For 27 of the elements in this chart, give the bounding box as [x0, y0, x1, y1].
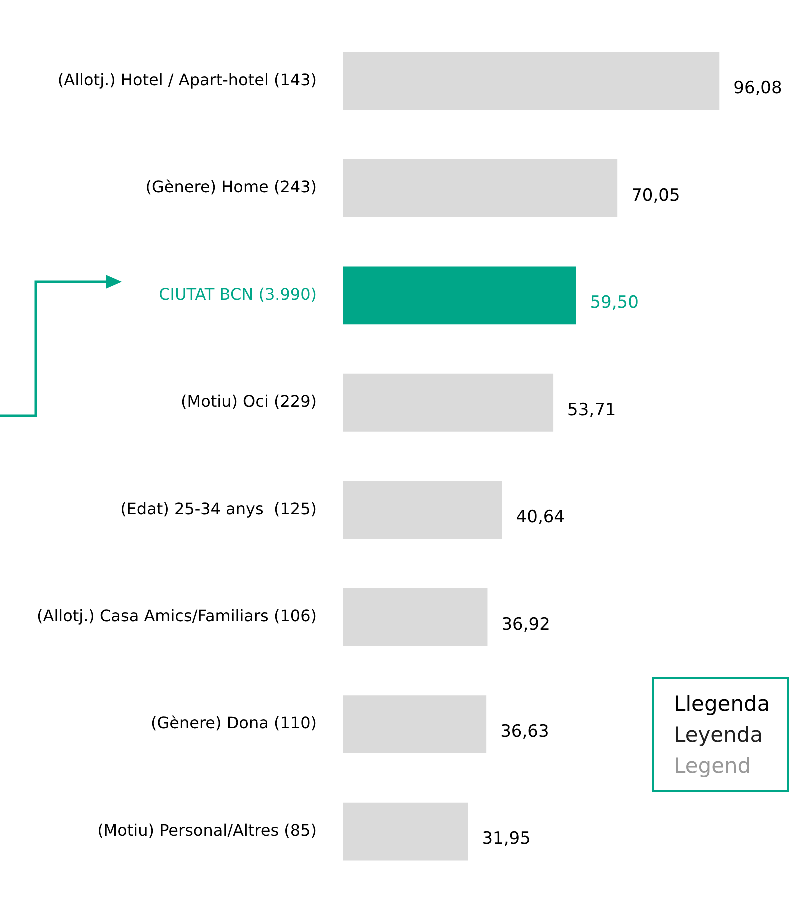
annotation: Leyenda [674, 722, 764, 749]
bar [343, 374, 554, 432]
data-label: 36,63 [500, 722, 550, 742]
data-label: 96,08 [734, 78, 782, 99]
y-tick-label: (Allotj.) Casa Amics/Familiars (106) [37, 606, 317, 626]
bar [343, 481, 502, 540]
bar [343, 696, 487, 754]
data-label: 36,92 [502, 614, 550, 635]
data-label: 59,50 [590, 293, 639, 314]
y-tick-label: (Edat) 25-34 anys (125) [120, 499, 317, 518]
y-tick-label: (Motiu) Personal/Altres (85) [98, 820, 317, 840]
y-tick-label: CIUTAT BCN (3.990) [159, 284, 317, 304]
bar [343, 588, 488, 646]
y-tick-label: (Gènere) Home (243) [146, 178, 317, 197]
bar [343, 52, 720, 110]
bar [343, 802, 468, 861]
annotation: Legend [674, 753, 752, 780]
bar [343, 266, 576, 325]
data-label: 40,64 [516, 508, 565, 528]
y-tick-label: (Motiu) Oci (229) [181, 392, 317, 412]
bar [343, 159, 618, 218]
data-label: 31,95 [482, 829, 531, 850]
y-tick-label: (Gènere) Dona (110) [150, 714, 317, 733]
y-tick-label: (Allotj.) Hotel / Apart-hotel (143) [58, 70, 317, 90]
data-label: 70,05 [632, 186, 680, 206]
data-label: 53,71 [568, 400, 616, 420]
annotation: Llegenda [674, 691, 772, 718]
